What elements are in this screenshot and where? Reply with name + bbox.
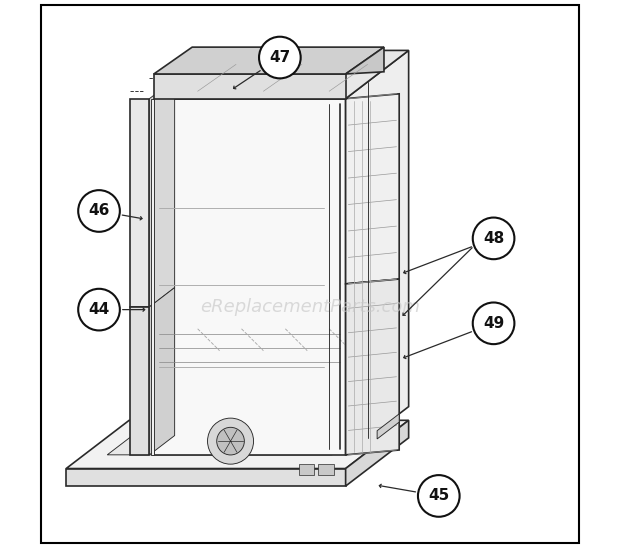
- Polygon shape: [154, 74, 345, 99]
- Circle shape: [418, 475, 459, 517]
- Text: 46: 46: [88, 203, 110, 219]
- Polygon shape: [345, 50, 409, 455]
- Polygon shape: [66, 420, 409, 469]
- Circle shape: [473, 218, 515, 259]
- Bar: [318, 464, 334, 475]
- Polygon shape: [154, 99, 345, 455]
- Polygon shape: [345, 420, 409, 486]
- Circle shape: [259, 37, 301, 78]
- Circle shape: [208, 418, 254, 464]
- Text: 49: 49: [483, 316, 504, 331]
- Polygon shape: [66, 469, 345, 486]
- Polygon shape: [149, 288, 175, 455]
- Text: 48: 48: [483, 231, 504, 246]
- Polygon shape: [345, 94, 399, 284]
- Text: 44: 44: [89, 302, 110, 317]
- Circle shape: [473, 302, 515, 344]
- Polygon shape: [107, 421, 376, 455]
- Polygon shape: [345, 279, 399, 455]
- Circle shape: [217, 427, 244, 455]
- Polygon shape: [377, 414, 399, 439]
- Circle shape: [78, 190, 120, 232]
- Polygon shape: [151, 99, 154, 455]
- Polygon shape: [154, 50, 409, 99]
- Polygon shape: [149, 79, 175, 307]
- Polygon shape: [345, 47, 384, 74]
- Text: 45: 45: [428, 488, 450, 504]
- Circle shape: [78, 289, 120, 330]
- Polygon shape: [130, 99, 149, 307]
- Text: 47: 47: [269, 50, 291, 65]
- Polygon shape: [130, 307, 149, 455]
- Text: eReplacementParts.com: eReplacementParts.com: [200, 298, 420, 316]
- Polygon shape: [154, 47, 384, 74]
- Bar: [299, 464, 314, 475]
